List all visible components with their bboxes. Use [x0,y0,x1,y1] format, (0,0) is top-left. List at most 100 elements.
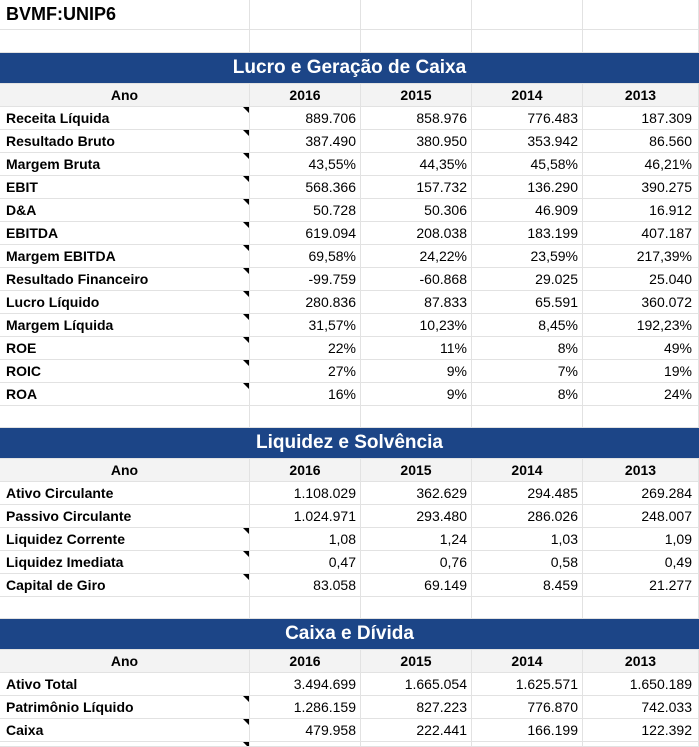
row-label[interactable]: EBIT [0,176,250,199]
data-cell[interactable]: 10,23% [361,314,472,337]
section-heading-liquidez[interactable]: Liquidez e Solvência [0,428,699,459]
comment-marker-icon[interactable] [243,314,249,320]
data-cell[interactable]: 1.625.571 [472,673,583,696]
data-cell[interactable]: 1,09 [583,528,699,551]
data-cell[interactable]: 24,22% [361,245,472,268]
row-label[interactable]: EBITDA [0,222,250,245]
comment-marker-icon[interactable] [243,199,249,205]
header-cell[interactable]: 2013 [583,459,699,482]
data-cell[interactable]: 1.286.159 [250,696,361,719]
data-cell[interactable]: 45,58% [472,153,583,176]
comment-marker-icon[interactable] [243,360,249,366]
data-cell[interactable]: 390.275 [583,176,699,199]
empty-cell[interactable] [0,597,250,619]
data-cell[interactable]: 1.650.189 [583,673,699,696]
data-cell[interactable]: 192,23% [583,314,699,337]
data-cell[interactable]: 889.706 [250,107,361,130]
empty-cell[interactable] [583,742,699,747]
data-cell[interactable]: 16.912 [583,199,699,222]
data-cell[interactable]: 1,24 [361,528,472,551]
row-label[interactable]: Margem EBITDA [0,245,250,268]
data-cell[interactable]: 776.870 [472,696,583,719]
header-cell[interactable]: 2016 [250,84,361,107]
empty-cell[interactable] [583,597,699,619]
data-cell[interactable]: 479.958 [250,719,361,742]
data-cell[interactable]: 187.309 [583,107,699,130]
data-cell[interactable]: 0,76 [361,551,472,574]
data-cell[interactable]: 380.950 [361,130,472,153]
data-cell[interactable]: 8,45% [472,314,583,337]
empty-cell[interactable] [583,406,699,428]
data-cell[interactable]: 23,59% [472,245,583,268]
data-cell[interactable]: 8% [472,383,583,406]
empty-cell[interactable] [583,0,699,30]
comment-marker-icon[interactable] [243,130,249,136]
row-label[interactable]: Capital de Giro [0,574,250,597]
data-cell[interactable]: 43,55% [250,153,361,176]
row-label[interactable]: Ativo Total [0,673,250,696]
row-label[interactable]: ROE [0,337,250,360]
data-cell[interactable]: 208.038 [361,222,472,245]
empty-cell[interactable] [250,30,361,53]
row-label[interactable]: Liquidez Corrente [0,528,250,551]
data-cell[interactable]: 8% [472,337,583,360]
row-label[interactable]: D&A [0,199,250,222]
empty-cell[interactable] [0,406,250,428]
data-cell[interactable]: 353.942 [472,130,583,153]
comment-marker-icon[interactable] [243,107,249,113]
data-cell[interactable]: 286.026 [472,505,583,528]
data-cell[interactable]: 7% [472,360,583,383]
data-cell[interactable]: 157.732 [361,176,472,199]
data-cell[interactable]: 0,49 [583,551,699,574]
row-label[interactable]: Caixa [0,719,250,742]
data-cell[interactable]: 222.441 [361,719,472,742]
comment-marker-icon[interactable] [243,176,249,182]
empty-cell[interactable] [250,0,361,30]
row-label[interactable]: ROA [0,383,250,406]
section-heading-lucro[interactable]: Lucro e Geração de Caixa [0,53,699,84]
data-cell[interactable]: 742.033 [583,696,699,719]
header-cell[interactable]: 2014 [472,650,583,673]
comment-marker-icon[interactable] [243,551,249,557]
empty-cell[interactable] [361,597,472,619]
ticker-title[interactable]: BVMF:UNIP6 [0,0,250,30]
row-label[interactable] [0,742,250,747]
empty-cell[interactable] [250,597,361,619]
comment-marker-icon[interactable] [243,337,249,343]
data-cell[interactable]: 83.058 [250,574,361,597]
header-cell[interactable]: 2013 [583,650,699,673]
comment-marker-icon[interactable] [243,268,249,274]
data-cell[interactable]: 22% [250,337,361,360]
data-cell[interactable]: 69.149 [361,574,472,597]
comment-marker-icon[interactable] [243,245,249,251]
data-cell[interactable]: 25.040 [583,268,699,291]
data-cell[interactable]: 16% [250,383,361,406]
empty-cell[interactable] [472,597,583,619]
data-cell[interactable]: 360.072 [583,291,699,314]
data-cell[interactable]: -60.868 [361,268,472,291]
data-cell[interactable]: 248.007 [583,505,699,528]
data-cell[interactable]: 44,35% [361,153,472,176]
data-cell[interactable]: 9% [361,360,472,383]
empty-cell[interactable] [583,30,699,53]
comment-marker-icon[interactable] [243,574,249,580]
data-cell[interactable]: 50.728 [250,199,361,222]
data-cell[interactable]: 362.629 [361,482,472,505]
row-label[interactable]: Resultado Financeiro [0,268,250,291]
empty-cell[interactable] [250,406,361,428]
data-cell[interactable]: 50.306 [361,199,472,222]
empty-cell[interactable] [361,406,472,428]
row-label[interactable]: Receita Líquida [0,107,250,130]
data-cell[interactable]: 269.284 [583,482,699,505]
header-cell[interactable]: 2015 [361,459,472,482]
empty-cell[interactable] [0,30,250,53]
empty-cell[interactable] [472,30,583,53]
data-cell[interactable]: 49% [583,337,699,360]
comment-marker-icon[interactable] [243,719,249,725]
data-cell[interactable]: 9% [361,383,472,406]
header-cell[interactable]: 2014 [472,84,583,107]
header-cell[interactable]: 2016 [250,459,361,482]
header-cell[interactable]: 2013 [583,84,699,107]
data-cell[interactable]: 776.483 [472,107,583,130]
row-label[interactable]: Patrimônio Líquido [0,696,250,719]
